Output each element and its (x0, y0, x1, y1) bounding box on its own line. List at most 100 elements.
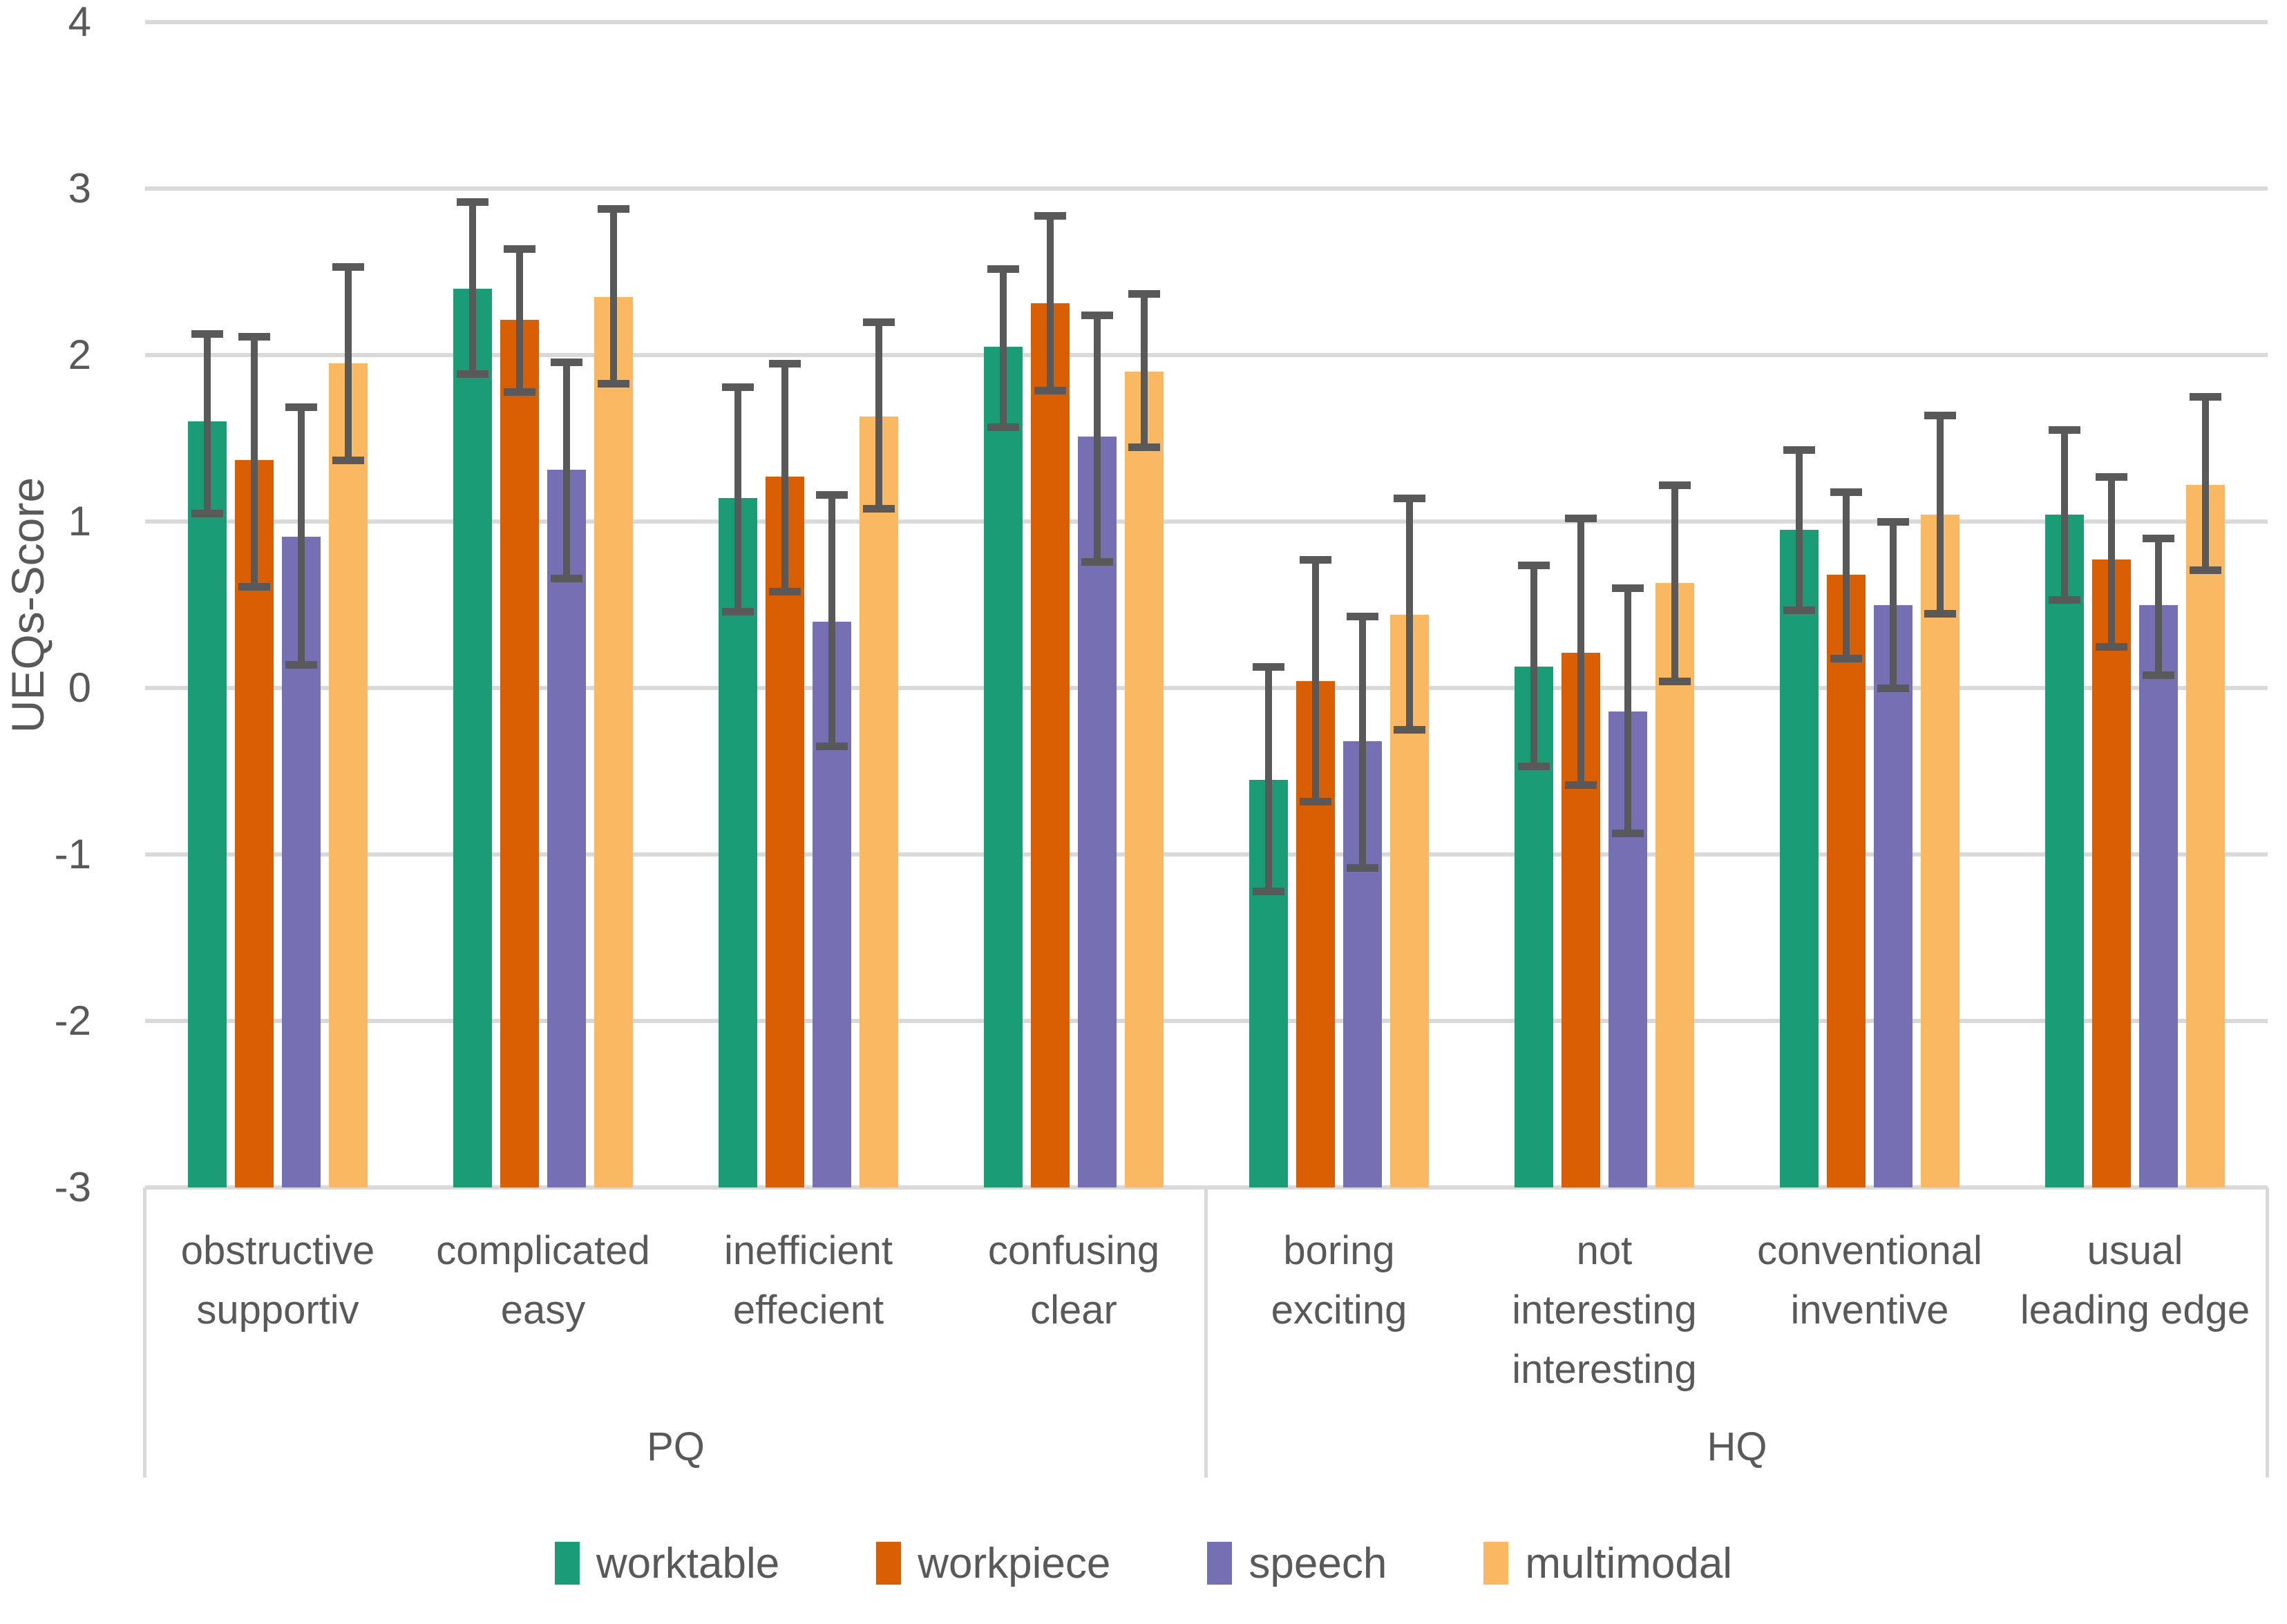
bar-speech (547, 470, 586, 1187)
error-bar-cap (2096, 642, 2127, 651)
axis-left-border (143, 1187, 146, 1478)
error-bar-cap (238, 582, 270, 591)
error-bar-cap (2143, 535, 2174, 543)
bar-multimodal (2186, 484, 2225, 1187)
legend-chip-multimodal (1483, 1542, 1509, 1585)
category-label: usual leading edge (2002, 1221, 2268, 1340)
category-label-line: inventive (1790, 1288, 1949, 1332)
y-tick-label: 0 (68, 665, 91, 711)
error-bar-cap (1253, 888, 1284, 896)
error-bar (1359, 616, 1366, 868)
error-bar-cap (1877, 685, 1909, 692)
error-bar (2202, 397, 2209, 570)
error-bar-cap (987, 265, 1019, 273)
pq-hq-divider (1204, 1187, 1208, 1478)
bar-worktable (2045, 515, 2084, 1187)
y-tick-label: 3 (68, 165, 91, 211)
error-bar-cap (1300, 556, 1331, 564)
error-bar-cap (1253, 662, 1284, 671)
category-label-line: not (1576, 1228, 1633, 1273)
category-label-line: boring (1283, 1228, 1395, 1273)
error-bar (1312, 560, 1319, 801)
error-bar (734, 386, 741, 612)
error-bar-cap (722, 608, 754, 616)
gridline (145, 187, 2268, 191)
error-bar (1406, 498, 1413, 730)
error-bar-cap (2096, 472, 2127, 481)
legend-chip-speech (1207, 1542, 1233, 1585)
error-bar-cap (1034, 386, 1066, 394)
category-label: complicated easy (410, 1221, 676, 1340)
error-bar (2155, 538, 2162, 675)
category-label-line: interesting (1512, 1288, 1697, 1332)
error-bar (204, 333, 211, 513)
error-bar-cap (285, 661, 317, 669)
error-bar-cap (504, 245, 535, 253)
error-bar (1937, 414, 1944, 613)
error-bar-cap (1128, 289, 1160, 298)
legend-item-multimodal: multimodal (1483, 1539, 1732, 1588)
error-bar-cap (332, 263, 364, 271)
group-label-pq: PQ (647, 1424, 705, 1469)
error-bar-cap (816, 491, 848, 499)
error-bar-cap (863, 318, 895, 326)
category-label-line: conventional (1757, 1228, 1982, 1273)
category-label: not interesting interesting (1472, 1221, 1737, 1399)
category-label-line: usual (2087, 1228, 2183, 1273)
error-bar (469, 202, 476, 374)
bar-multimodal (1125, 372, 1164, 1187)
category-label-line: leading edge (2020, 1288, 2250, 1332)
gridline (145, 519, 2268, 524)
error-bar (298, 406, 305, 665)
error-bar-cap (769, 588, 801, 596)
bar-speech (1874, 604, 1913, 1187)
y-tick-label: 1 (68, 498, 91, 544)
legend-chip-worktable (554, 1542, 580, 1585)
error-bar (1890, 522, 1897, 688)
error-bar (563, 361, 570, 578)
y-tick-label: 2 (68, 332, 91, 378)
error-bar-cap (1034, 211, 1066, 220)
error-bar-cap (551, 358, 582, 366)
error-bar-cap (2190, 393, 2221, 401)
category-label: inefficient effecient (676, 1221, 941, 1340)
error-bar (1671, 484, 1678, 682)
error-bar-cap (769, 360, 801, 368)
y-tick-label: -1 (54, 831, 91, 877)
error-bar-cap (1924, 411, 1956, 419)
error-bar-cap (2143, 671, 2174, 679)
bar-multimodal (594, 296, 633, 1187)
error-bar (1000, 268, 1007, 427)
error-bar-cap (332, 456, 364, 464)
error-bar (1577, 518, 1584, 785)
error-bar-cap (1783, 446, 1815, 455)
gridline (145, 686, 2268, 690)
error-bar-cap (1300, 797, 1331, 805)
error-bar-cap (2190, 566, 2221, 574)
error-bar-cap (1659, 481, 1691, 489)
error-bar (1047, 215, 1054, 390)
category-label-line: supportiv (196, 1288, 359, 1332)
bar-workpiece (500, 320, 539, 1187)
error-bar-cap (238, 333, 270, 341)
error-bar-cap (1659, 678, 1691, 686)
error-bar-cap (1830, 654, 1862, 662)
error-bar (251, 336, 258, 586)
error-bar-cap (1347, 613, 1378, 621)
category-label-line: inefficient (724, 1228, 893, 1273)
legend-item-speech: speech (1207, 1539, 1387, 1588)
bar-worktable (188, 421, 227, 1187)
error-bar-cap (1612, 584, 1644, 593)
error-bar (516, 248, 523, 392)
error-bar (345, 267, 352, 460)
bar-workpiece (2092, 560, 2131, 1187)
bar-worktable (984, 346, 1023, 1187)
legend-label: worktable (596, 1539, 780, 1587)
error-bar-cap (1394, 726, 1425, 734)
error-bar-cap (2049, 426, 2080, 434)
error-bar-cap (1783, 606, 1815, 614)
error-bar-cap (816, 743, 848, 751)
error-bar-cap (2049, 596, 2080, 604)
gridline (145, 1019, 2268, 1023)
